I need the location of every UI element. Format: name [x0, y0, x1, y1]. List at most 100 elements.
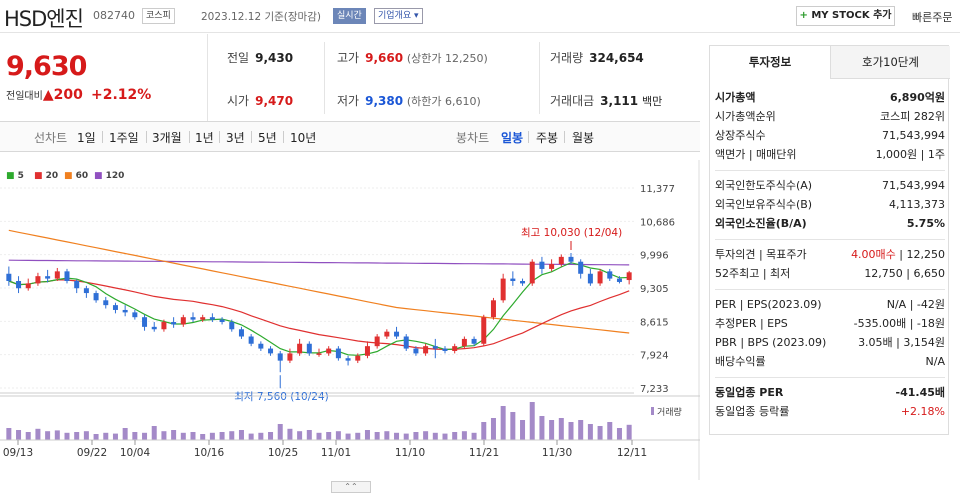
info-value: 5.75% — [906, 217, 945, 230]
volume-bar — [112, 433, 118, 440]
info-row: 동일업종 등락률 +2.18% — [715, 403, 945, 421]
volume-bar — [248, 433, 254, 440]
tab-10y[interactable]: 10년 — [290, 131, 317, 145]
info-value: -41.45배 — [895, 386, 945, 399]
panel-divider — [715, 239, 945, 240]
volume-legend-swatch — [651, 407, 654, 415]
volume-bar — [549, 420, 555, 440]
candle-body — [238, 329, 244, 337]
candle-body — [355, 355, 361, 361]
tab-weekly[interactable]: 주봉 — [536, 131, 559, 145]
legend-ma20: ■ 20 — [34, 171, 59, 181]
candle-body — [142, 317, 148, 327]
trade-amount: 거래대금 3,111 백만 — [550, 94, 663, 108]
volume-bar — [587, 424, 593, 440]
high-note: 최고 10,030 (12/04) — [521, 227, 622, 239]
candle-body — [452, 346, 458, 351]
candle-body — [25, 283, 31, 289]
fast-order-link[interactable]: 빠른주문 — [912, 11, 953, 24]
tab-monthly[interactable]: 월봉 — [572, 131, 595, 145]
candle-body — [16, 281, 22, 289]
candle-body — [316, 353, 322, 355]
info-label: 투자의견 | 목표주가 — [715, 248, 807, 261]
candle-body — [539, 261, 545, 269]
tab-invest-info[interactable]: 투자정보 — [710, 46, 830, 79]
volume-bar — [103, 432, 109, 440]
candle-body — [161, 322, 167, 330]
info-value: N/A — [925, 355, 945, 368]
volume-bar — [83, 431, 89, 440]
tab-1y[interactable]: 1년 — [195, 131, 214, 145]
volume-bar — [616, 428, 622, 440]
info-label: 액면가 | 매매단위 — [715, 148, 797, 161]
volume-bar — [151, 426, 157, 440]
my-stock-button[interactable]: + MY STOCK 추가 — [796, 6, 895, 26]
resize-handle[interactable]: ⌃⌃ — [331, 481, 371, 493]
volume-bar — [200, 434, 206, 440]
volume-bar — [142, 432, 148, 440]
tab-daily[interactable]: 일봉 — [501, 131, 524, 145]
volume-bar — [277, 424, 283, 440]
volume-bar — [597, 426, 603, 440]
info-value: N/A | -42원 — [886, 298, 945, 311]
candle-body — [607, 271, 613, 279]
volume-bar — [490, 418, 496, 440]
info-row: PBR | BPS (2023.09) 3.05배 | 3,154원 — [715, 334, 945, 352]
volume-bar — [54, 430, 60, 440]
tab-3y[interactable]: 3년 — [226, 131, 245, 145]
candle-body — [345, 358, 351, 361]
tab-1w[interactable]: 1주일 — [109, 131, 139, 145]
overview-button[interactable]: 기업개요 ▾ — [374, 8, 423, 24]
candle-body — [83, 288, 89, 294]
candle-body — [413, 348, 419, 354]
volume-bar — [45, 431, 51, 440]
info-row: 시가총액 6,890억원 — [715, 89, 945, 107]
info-label: 외국인보유주식수(B) — [715, 198, 813, 211]
candle-body — [394, 331, 400, 337]
low-note: 최저 7,560 (10/24) — [234, 391, 329, 403]
stock-code: 082740 — [93, 9, 135, 22]
candle-body — [471, 338, 477, 344]
candle-body — [287, 353, 293, 361]
volume-bar — [568, 422, 574, 440]
candle-body — [171, 322, 177, 325]
info-row: 동일업종 PER -41.45배 — [715, 384, 945, 402]
volume-bar — [161, 431, 167, 440]
info-row: 투자의견 | 목표주가 4.00매수 | 12,250 — [715, 246, 945, 264]
info-row: 상장주식수 71,543,994 — [715, 127, 945, 145]
legend-ma5: ■ 5 — [6, 171, 24, 181]
volume-bar — [529, 402, 535, 440]
volume-bar — [171, 430, 177, 440]
volume-bar — [510, 412, 516, 440]
candle-body — [190, 317, 196, 320]
candle-body — [112, 305, 118, 310]
info-row: 배당수익률 N/A — [715, 353, 945, 371]
tab-order-book[interactable]: 호가10단계 — [830, 46, 950, 79]
header-bar: HSD엔진 082740 코스피 2023.12.12 기준(장마감) 실시간 … — [0, 0, 960, 33]
volume-bar — [16, 430, 22, 440]
volume-bar — [403, 433, 409, 440]
live-badge[interactable]: 실시간 — [333, 8, 366, 24]
info-label: 52주최고 | 최저 — [715, 267, 791, 280]
info-row: 외국인소진율(B/A) 5.75% — [715, 215, 945, 233]
info-label: 외국인소진율(B/A) — [715, 217, 807, 230]
x-tick-label: 11/30 — [542, 447, 572, 459]
candle-body — [132, 312, 138, 318]
info-value: 4,113,373 — [889, 198, 945, 211]
candle-body — [597, 271, 603, 284]
candle-body — [558, 256, 564, 265]
volume-bar — [287, 428, 293, 440]
candle-body — [364, 346, 370, 356]
candle-body — [500, 278, 506, 301]
tab-1d[interactable]: 1일 — [77, 131, 96, 145]
tab-5y[interactable]: 5년 — [258, 131, 277, 145]
candle-body — [587, 273, 593, 284]
panel-divider — [715, 170, 945, 171]
legend-ma60: ■ 60 — [64, 171, 89, 181]
volume-bar — [25, 432, 31, 440]
info-value: +2.18% — [900, 405, 945, 418]
tab-3m[interactable]: 3개월 — [152, 131, 182, 145]
candle-body — [616, 278, 622, 282]
price-chart[interactable]: 11,377 10,686 9,996 9,305 8,615 7,924 7,233 최고 … — [0, 160, 700, 480]
legend-ma120: ■ 120 — [94, 171, 125, 181]
